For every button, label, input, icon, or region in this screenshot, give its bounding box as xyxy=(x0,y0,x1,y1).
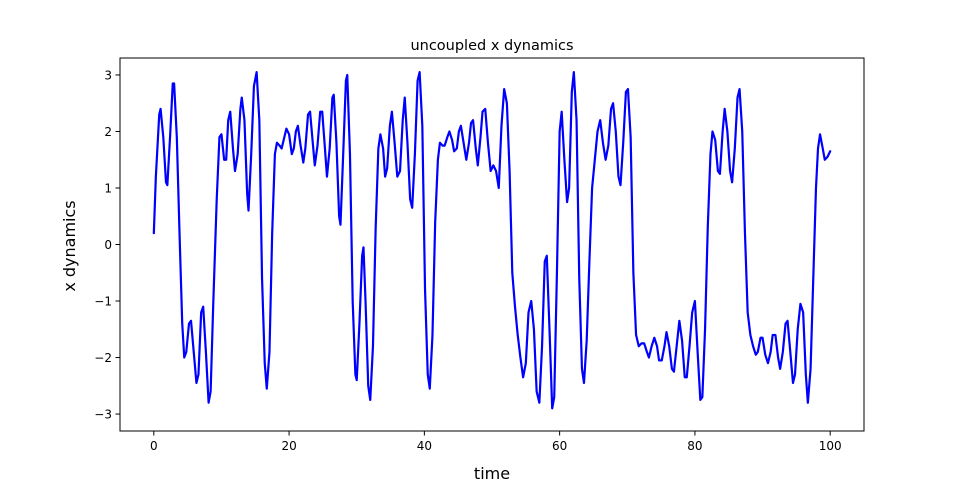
x-tick-label: 40 xyxy=(417,439,432,453)
data-line-series-0 xyxy=(152,71,832,410)
x-tick-label: 0 xyxy=(150,439,158,453)
y-tick-label: −3 xyxy=(94,408,112,422)
y-tick-label: −2 xyxy=(94,351,112,365)
y-tick-label: 1 xyxy=(104,181,112,195)
x-axis-label: time xyxy=(474,464,510,483)
y-tick-label: 2 xyxy=(104,125,112,139)
y-tick-label: 0 xyxy=(104,238,112,252)
x-tick-label: 80 xyxy=(687,439,702,453)
x-tick-label: 60 xyxy=(552,439,567,453)
x-tick-label: 20 xyxy=(281,439,296,453)
y-tick-label: −1 xyxy=(94,295,112,309)
y-axis-label: x dynamics xyxy=(60,200,79,291)
plot-area: 0 20 40 60 80 100 −3 −2 −1 0 1 2 3 xyxy=(94,57,865,453)
y-tick-label: 3 xyxy=(104,68,112,82)
x-tick-label: 100 xyxy=(819,439,842,453)
chart-title: uncoupled x dynamics xyxy=(410,38,573,54)
